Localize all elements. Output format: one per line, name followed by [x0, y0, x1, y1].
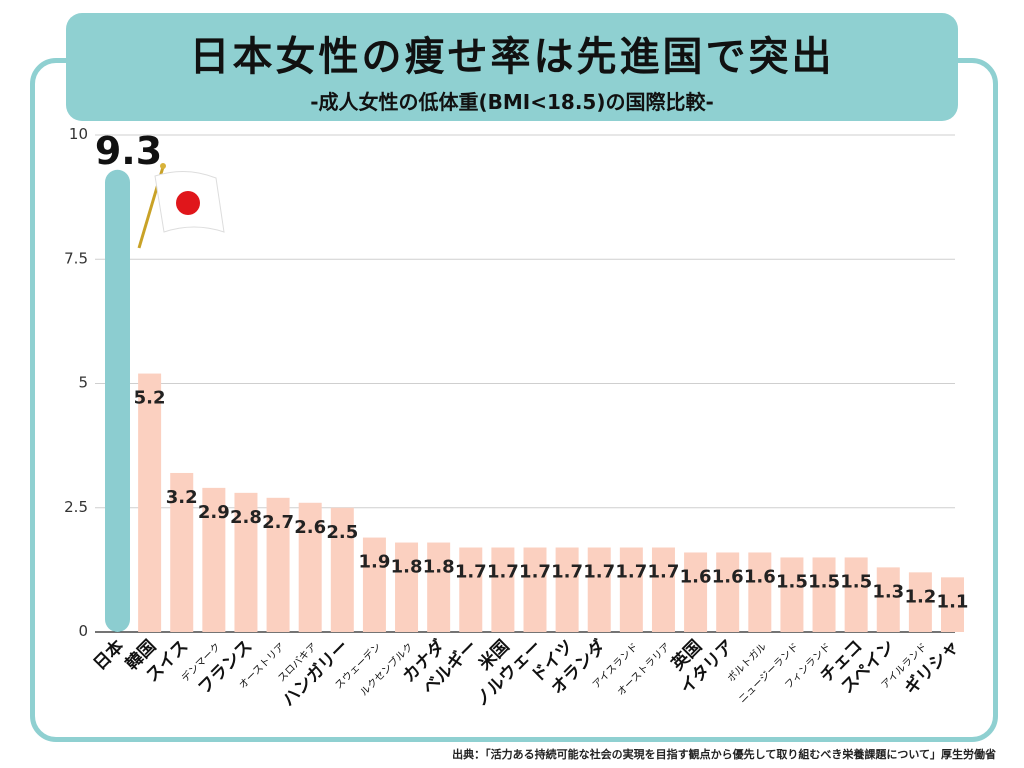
category-label: ニュージーランド — [736, 641, 801, 706]
bar — [941, 577, 964, 632]
data-label: 1.5 — [776, 571, 808, 592]
bar — [908, 572, 932, 632]
data-label: 1.7 — [648, 562, 680, 583]
bar — [362, 537, 386, 632]
title-banner — [66, 13, 958, 121]
data-label: 5.2 — [134, 388, 166, 409]
bar — [748, 552, 772, 632]
bar — [716, 552, 740, 632]
data-label: 1.5 — [840, 571, 872, 592]
data-label: 1.8 — [423, 557, 455, 578]
data-label: 2.5 — [326, 522, 358, 543]
bar — [105, 169, 130, 633]
bar — [202, 487, 226, 632]
bar — [555, 547, 579, 632]
data-label: 1.7 — [487, 562, 519, 583]
data-label: 1.6 — [744, 566, 776, 587]
data-label: 1.9 — [358, 552, 390, 573]
bar — [234, 492, 258, 632]
category-label: 日本 — [89, 636, 128, 675]
data-label: 2.9 — [198, 502, 230, 523]
data-label: 9.3 — [95, 129, 162, 173]
bar — [684, 552, 708, 632]
data-label: 2.8 — [230, 507, 262, 528]
data-label: 1.7 — [455, 562, 487, 583]
bar — [780, 557, 804, 632]
bar — [138, 373, 162, 632]
flag-pole-top — [160, 163, 166, 169]
data-label: 1.6 — [712, 566, 744, 587]
data-label: 3.2 — [166, 487, 198, 508]
bar — [523, 547, 547, 632]
bar — [298, 502, 322, 632]
bar — [876, 567, 900, 632]
bar — [651, 547, 675, 632]
page-title: 日本女性の痩せ率は先進国で突出 — [189, 34, 835, 80]
data-label: 1.7 — [615, 562, 647, 583]
y-tick-label: 5 — [78, 374, 88, 392]
data-label: 1.3 — [872, 581, 904, 602]
bar — [330, 507, 354, 632]
y-tick-label: 0 — [78, 622, 88, 640]
data-label: 1.7 — [519, 562, 551, 583]
page-subtitle: -成人女性の低体重(BMI<18.5)の国際比較- — [310, 90, 714, 114]
y-tick-label: 2.5 — [64, 498, 88, 516]
bar — [844, 557, 868, 632]
bar — [266, 497, 290, 632]
y-tick-label: 10 — [69, 125, 88, 143]
data-label: 1.7 — [583, 562, 615, 583]
data-label: 1.1 — [937, 591, 969, 612]
source-note: 出典：「活力ある持続可能な社会の実現を目指す観点から優先して取り組むべき栄養課題… — [452, 748, 996, 761]
bar — [619, 547, 643, 632]
flag-sun — [176, 191, 200, 215]
bar — [491, 547, 515, 632]
data-label: 1.7 — [551, 562, 583, 583]
data-label: 1.5 — [808, 571, 840, 592]
bar — [170, 472, 194, 632]
data-label: 1.2 — [904, 586, 936, 607]
data-label: 2.7 — [262, 512, 294, 533]
data-label: 1.8 — [391, 557, 423, 578]
data-label: 2.6 — [294, 517, 326, 538]
bar — [427, 542, 451, 632]
bar — [459, 547, 483, 632]
bar — [812, 557, 836, 632]
bar — [587, 547, 611, 632]
data-label: 1.6 — [680, 566, 712, 587]
bar — [395, 542, 419, 632]
y-tick-label: 7.5 — [64, 249, 88, 267]
